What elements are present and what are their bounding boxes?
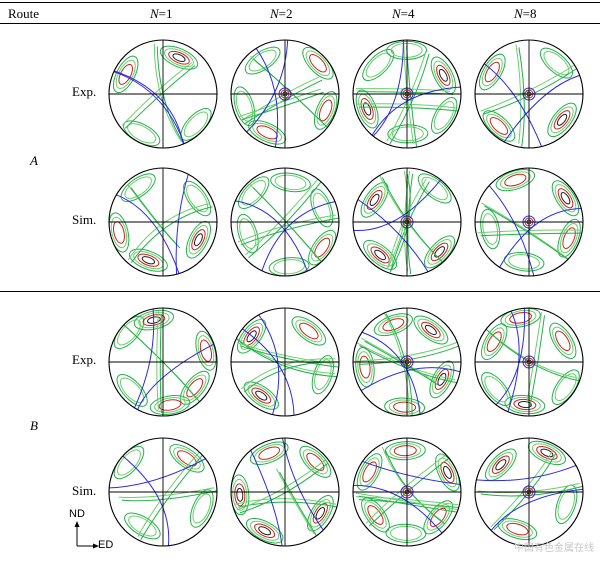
row-label-a-sim: Sim. xyxy=(72,212,97,227)
column-header-n2: N=2 xyxy=(270,6,293,21)
top-rule xyxy=(0,2,600,3)
pole-figure-b-sim-n8 xyxy=(474,437,584,547)
pole-figure-b-exp-n2 xyxy=(230,307,340,417)
pole-figure-b-exp-n8 xyxy=(474,307,584,417)
axes-arrows xyxy=(74,521,99,549)
pole-figure-b-sim-n2 xyxy=(230,437,340,547)
pole-figure-b-exp-n1 xyxy=(108,307,218,417)
route-divider xyxy=(0,291,600,292)
row-label-a-exp: Exp. xyxy=(72,84,97,99)
pole-figure-b-exp-n4 xyxy=(352,307,462,417)
sample-axes: ND ED xyxy=(68,508,128,556)
pole-figure-a-exp-n4 xyxy=(352,39,462,149)
column-header-n1: N=1 xyxy=(150,6,173,21)
ed-label: ED xyxy=(98,539,114,551)
column-header-n8: N=8 xyxy=(514,6,537,21)
route-a-label: A xyxy=(30,153,38,168)
header-rule xyxy=(0,23,600,24)
pole-figure-a-sim-n1 xyxy=(108,167,218,277)
row-label-b-sim: Sim. xyxy=(72,483,97,498)
row-label-b-exp: Exp. xyxy=(72,352,97,367)
pole-figure-a-sim-n2 xyxy=(230,167,340,277)
column-header-n4: N=4 xyxy=(392,6,415,21)
pole-figure-a-exp-n8 xyxy=(474,39,584,149)
pole-figure-a-exp-n1 xyxy=(108,39,218,149)
watermark: 中国有色金属在线 xyxy=(514,543,594,554)
pole-figure-b-sim-n4 xyxy=(352,437,462,547)
route-b-label: B xyxy=(30,418,38,433)
nd-label: ND xyxy=(69,508,85,520)
pole-figure-a-exp-n2 xyxy=(230,39,340,149)
pole-figure-b-sim-n1 xyxy=(108,437,218,547)
route-column-header: Route xyxy=(8,6,40,21)
pole-figure-a-sim-n4 xyxy=(352,167,462,277)
pole-figure-a-sim-n8 xyxy=(474,167,584,277)
